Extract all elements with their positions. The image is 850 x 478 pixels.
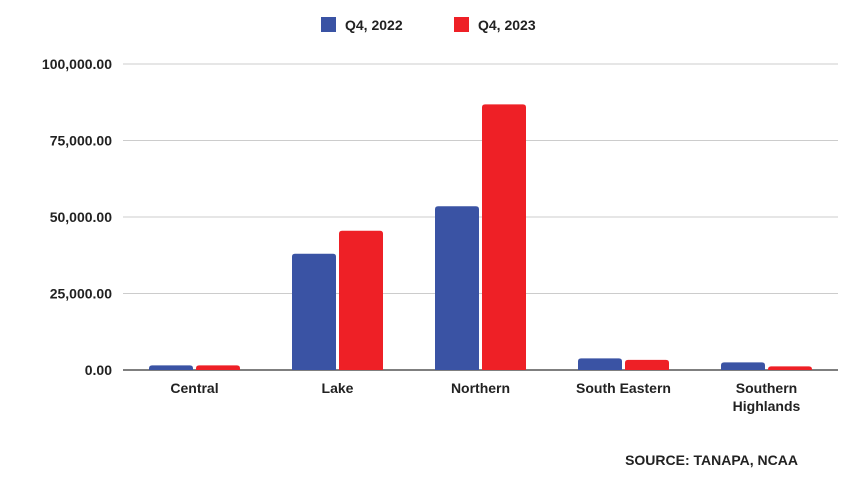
bar-q4-2022-central [149,365,193,370]
source-note: SOURCE: TANAPA, NCAA [625,452,798,468]
legend-swatch [321,17,336,32]
y-tick-label: 75,000.00 [50,133,112,149]
y-tick-label: 25,000.00 [50,286,112,302]
bar-q4-2022-south-eastern [578,358,622,370]
y-axis-ticks: 0.00 25,000.00 50,000.00 75,000.00 100,000.0… [42,56,112,378]
bar-q4-2023-lake [339,230,383,370]
x-axis-categories: Central Lake Northern South Eastern Southern… [170,380,800,414]
bars [149,104,812,370]
x-category-label: Lake [322,380,354,396]
bar-q4-2023-south-eastern [625,359,669,370]
legend-label: Q4, 2023 [478,17,536,33]
bar-q4-2022-lake [292,253,336,370]
legend-label: Q4, 2022 [345,17,403,33]
legend-swatch [454,17,469,32]
gridlines [123,63,838,371]
y-tick-label: 0.00 [85,362,112,378]
bar-q4-2023-northern [482,104,526,370]
x-category-label: Northern [451,380,510,396]
bar-q4-2022-northern [435,206,479,370]
y-tick-label: 50,000.00 [50,209,112,225]
bar-q4-2023-southern-highlands [768,366,812,370]
bar-q4-2022-southern-highlands [721,362,765,370]
y-tick-label: 100,000.00 [42,56,112,72]
bar-q4-2023-central [196,365,240,370]
x-category-label: Southern Highlands [733,380,801,414]
legend: Q4, 2022 Q4, 2023 [321,17,536,33]
x-category-label: South Eastern [576,380,671,396]
x-category-label: Central [170,380,218,396]
